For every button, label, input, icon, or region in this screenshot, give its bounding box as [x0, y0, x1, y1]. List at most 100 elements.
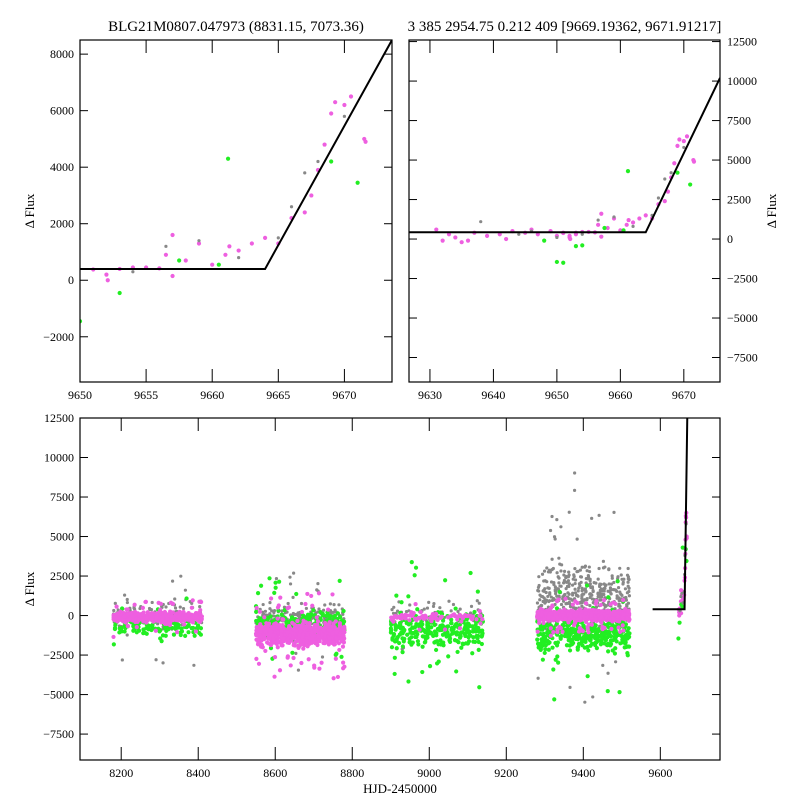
data-point: [124, 607, 129, 612]
data-point: [669, 171, 673, 175]
data-point: [624, 595, 628, 600]
data-point: [596, 595, 600, 599]
data-point: [449, 625, 455, 631]
data-point: [141, 610, 146, 615]
data-point: [315, 619, 321, 624]
data-point: [198, 615, 203, 621]
data-point: [580, 586, 584, 590]
panel-0: 9650 9655 9660 9665 9670 −2000 0 2000 4000 6000 80…: [22, 19, 393, 402]
data-point: [154, 615, 159, 620]
data-point: [271, 633, 276, 638]
y-tick-label: 5000: [727, 153, 751, 167]
data-point: [555, 518, 559, 522]
data-point: [590, 516, 594, 520]
data-point: [267, 631, 273, 637]
x-tick-label: 9400: [571, 766, 595, 780]
data-point: [394, 646, 399, 651]
data-point: [562, 569, 567, 573]
data-point: [587, 565, 591, 569]
data-point: [303, 620, 309, 625]
data-point: [566, 628, 572, 633]
data-point: [300, 621, 305, 627]
data-point: [161, 661, 165, 665]
data-point: [580, 599, 584, 604]
data-point: [545, 638, 550, 643]
data-point: [656, 196, 661, 200]
data-point: [288, 575, 292, 579]
data-point: [564, 632, 569, 637]
data-point: [565, 580, 569, 584]
data-point: [627, 594, 631, 598]
data-point: [277, 622, 282, 628]
data-point: [299, 660, 304, 666]
data-point: [589, 626, 595, 631]
data-point: [427, 600, 431, 604]
data-point: [558, 562, 562, 566]
data-point: [454, 638, 460, 644]
data-point: [332, 613, 338, 618]
data-point: [622, 633, 627, 639]
data-point: [136, 628, 142, 633]
data-point: [316, 159, 320, 164]
data-point: [448, 614, 453, 619]
data-point: [613, 601, 618, 606]
data-point: [257, 609, 262, 614]
data-point: [637, 216, 642, 221]
data-point: [470, 614, 475, 619]
data-point: [563, 596, 568, 601]
data-point: [567, 510, 571, 514]
data-point: [591, 695, 595, 699]
data-point: [274, 576, 279, 581]
data-point: [125, 624, 130, 629]
data-point: [542, 596, 546, 600]
data-point: [573, 581, 577, 586]
data-point: [468, 570, 473, 576]
data-point: [476, 639, 481, 645]
data-point: [567, 592, 571, 596]
data-point: [292, 571, 296, 575]
data-point: [179, 574, 183, 578]
data-point: [258, 629, 263, 634]
data-point: [552, 697, 557, 702]
data-point: [132, 602, 137, 607]
data-point: [548, 570, 552, 574]
data-point: [572, 488, 577, 492]
data-point: [573, 599, 578, 604]
data-point: [536, 585, 541, 590]
data-point: [479, 634, 484, 639]
x-axis-label: HJD-2450000: [363, 781, 437, 796]
data-point: [143, 599, 149, 604]
data-point: [394, 593, 399, 598]
data-point: [328, 627, 333, 633]
data-point: [606, 632, 611, 638]
data-point: [198, 626, 204, 631]
data-point: [270, 609, 274, 613]
data-point: [341, 660, 346, 665]
data-point: [573, 244, 579, 249]
data-point: [643, 213, 648, 218]
data-point: [596, 222, 601, 227]
data-point: [430, 616, 435, 621]
data-point: [422, 607, 426, 611]
x-tick-label: 9650: [545, 388, 569, 402]
data-point: [320, 655, 325, 659]
y-tick-label: 7500: [727, 114, 751, 128]
data-point: [546, 586, 550, 590]
data-point: [454, 669, 459, 674]
data-point: [210, 262, 215, 267]
data-point: [480, 628, 485, 633]
data-point: [440, 632, 446, 637]
data-point: [193, 629, 199, 634]
data-point: [183, 588, 188, 592]
data-point: [535, 637, 540, 642]
data-point: [580, 604, 584, 608]
data-point: [448, 639, 453, 645]
data-point: [389, 622, 394, 627]
data-point: [125, 600, 129, 605]
data-point: [297, 633, 302, 638]
data-point: [537, 575, 541, 579]
data-point: [616, 576, 620, 581]
data-point: [286, 601, 290, 606]
data-point: [254, 605, 259, 611]
data-point: [545, 580, 549, 584]
